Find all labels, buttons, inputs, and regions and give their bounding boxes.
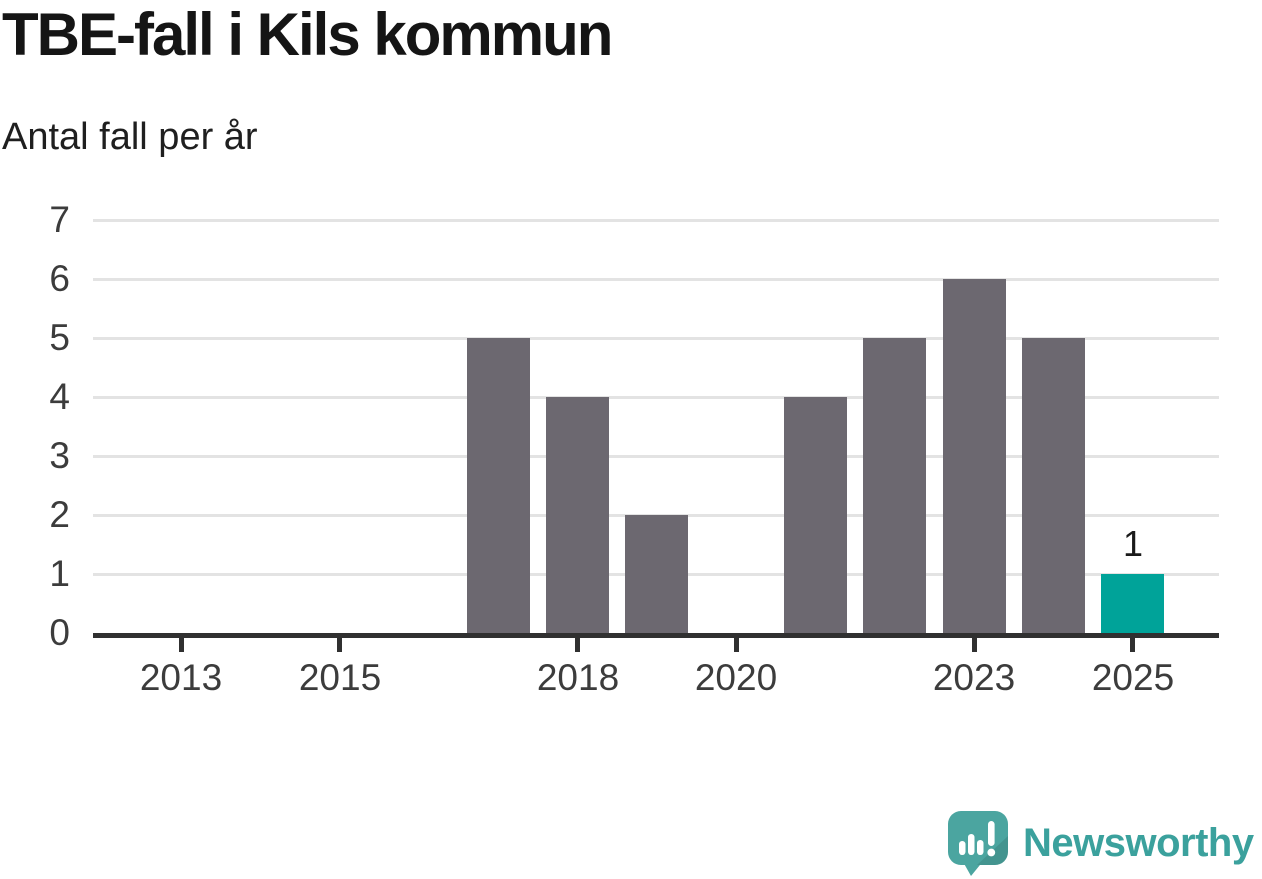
x-tick-2018 (575, 633, 580, 652)
bar-2021 (784, 397, 847, 633)
page-subtitle: Antal fall per år (2, 116, 258, 158)
x-tick-2020 (734, 633, 739, 652)
y-axis-label-1: 1 (49, 553, 70, 594)
bar-2019 (625, 515, 688, 633)
newsworthy-logo-icon (948, 811, 1008, 876)
x-tick-2015 (337, 633, 342, 652)
gridline-4 (93, 396, 1219, 399)
x-axis-label-2018: 2018 (536, 657, 620, 698)
page-title: TBE-fall i Kils kommun (2, 1, 613, 68)
x-axis-label-2013: 2013 (139, 657, 223, 698)
x-axis-label-2023: 2023 (932, 657, 1016, 698)
bar-2017 (467, 338, 530, 633)
y-axis-label-3: 3 (49, 435, 70, 476)
bar-2024 (1022, 338, 1085, 633)
bar-2018 (546, 397, 609, 633)
y-axis-label-0: 0 (49, 612, 70, 653)
x-axis-label-2015: 2015 (298, 657, 382, 698)
y-axis-label-5: 5 (49, 317, 70, 358)
x-tick-2013 (179, 633, 184, 652)
x-axis-label-2025: 2025 (1091, 657, 1175, 698)
x-tick-2023 (972, 633, 977, 652)
x-axis-label-2020: 2020 (694, 657, 778, 698)
brand-footer: Newsworthy (947, 810, 1254, 876)
gridline-7 (93, 219, 1219, 222)
x-tick-2025 (1130, 633, 1135, 652)
brand-name: Newsworthy (1023, 821, 1254, 865)
y-axis-label-6: 6 (49, 258, 70, 299)
y-axis-label-7: 7 (49, 199, 70, 240)
bar-value-label-2025: 1 (1122, 523, 1144, 564)
gridline-5 (93, 337, 1219, 340)
y-axis-label-4: 4 (49, 376, 70, 417)
x-axis-line (93, 633, 1219, 638)
highlighted-bar-2025 (1101, 574, 1164, 633)
gridline-3 (93, 455, 1219, 458)
bar-2022 (863, 338, 926, 633)
gridline-6 (93, 278, 1219, 281)
bar-2023 (943, 279, 1006, 633)
y-axis-label-2: 2 (49, 494, 70, 535)
